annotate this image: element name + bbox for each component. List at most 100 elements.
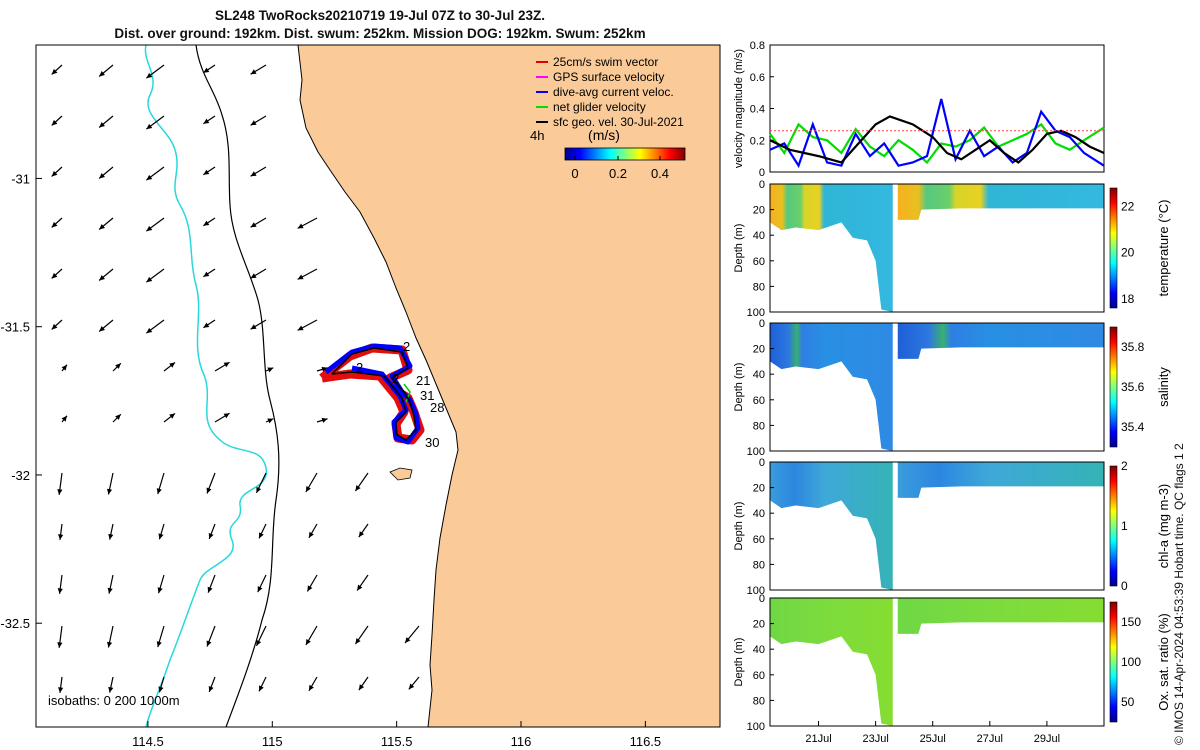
geo-velocity-vector <box>307 728 317 744</box>
map-y-tick-label: -32 <box>11 468 30 483</box>
track-day-label: 2 <box>403 339 410 354</box>
section-colorbar <box>1109 326 1118 448</box>
section-panel-frame <box>769 597 1105 727</box>
velocity-y-tick-label: 0.4 <box>750 104 765 116</box>
colorbar-tick-label: 50 <box>1121 695 1135 709</box>
geo-velocity-arrowhead <box>207 586 213 593</box>
geo-velocity-arrowhead <box>99 326 105 332</box>
geo-velocity-arrowhead <box>250 273 257 279</box>
depth-tick-label: 100 <box>747 307 765 319</box>
depth-ylabel: Depth (m) <box>733 224 745 273</box>
geo-velocity-arrowhead <box>358 684 365 691</box>
geo-velocity-arrowhead <box>99 275 105 281</box>
section-data-fill <box>897 598 1104 634</box>
date-tick-label: 21Jul <box>805 733 831 745</box>
geo-velocity-vector <box>357 728 368 744</box>
colorbar-label: (m/s) <box>588 127 620 143</box>
depth-tick-label: 0 <box>759 318 765 330</box>
geo-velocity-vector <box>208 728 215 746</box>
geo-velocity-arrowhead <box>206 487 212 494</box>
depth-tick-label: 40 <box>753 508 765 520</box>
track-day-label: 2 <box>356 360 363 375</box>
time-label: 4h <box>530 128 544 143</box>
geo-velocity-arrowhead <box>250 69 257 75</box>
section-colorbar <box>1109 601 1118 723</box>
map-x-tick-label: 116 <box>511 734 532 749</box>
geo-velocity-arrowhead <box>58 534 64 540</box>
section-panel-frame <box>769 461 1105 591</box>
geo-velocity-arrowhead <box>256 639 262 646</box>
geo-velocity-arrowhead <box>107 587 113 594</box>
section-colorbar <box>1109 465 1118 587</box>
geo-velocity-arrowhead <box>358 531 365 538</box>
geo-velocity-arrowhead <box>250 120 257 126</box>
section-panel-frame <box>769 322 1105 452</box>
geo-velocity-arrowhead <box>321 366 328 372</box>
title-line1: SL248 TwoRocks20210719 19-Jul 07Z to 30-… <box>215 8 545 23</box>
geo-velocity-arrowhead <box>169 362 176 368</box>
geo-velocity-arrowhead <box>146 174 153 181</box>
map-x-tick-label: 114.5 <box>132 734 164 749</box>
section-data-fill <box>897 323 1104 359</box>
depth-tick-label: 60 <box>753 534 765 546</box>
depth-tick-label: 100 <box>747 721 765 733</box>
geo-velocity-arrowhead <box>203 118 210 124</box>
colorbar-tick-label: 0.2 <box>609 166 627 181</box>
geo-velocity-arrowhead <box>250 171 257 177</box>
depth-tick-label: 20 <box>753 483 765 495</box>
velocity-series-line <box>769 115 1105 164</box>
geo-velocity-arrowhead <box>146 276 153 283</box>
colorbar-tick-label: 35.4 <box>1121 420 1145 434</box>
geo-velocity-arrowhead <box>267 367 274 373</box>
geo-velocity-arrowhead <box>206 640 212 647</box>
colorbar-tick-label: 0 <box>1121 579 1128 593</box>
depth-tick-label: 60 <box>753 395 765 407</box>
depth-tick-label: 80 <box>753 281 765 293</box>
geo-velocity-arrowhead <box>51 272 58 279</box>
geo-velocity-arrowhead <box>355 638 361 645</box>
geo-velocity-arrowhead <box>203 271 210 277</box>
geo-velocity-arrowhead <box>305 639 311 645</box>
map-axes-frame <box>35 44 721 728</box>
geo-velocity-arrowhead <box>297 274 304 280</box>
colorbar-tick-label: 18 <box>1121 292 1135 306</box>
colorbar-title: temperature (°C) <box>1156 200 1171 297</box>
map-x-tick-label: 115.5 <box>381 734 413 749</box>
legend-entry: 25cm/s swim vector <box>553 55 658 69</box>
glider-track-map: 2 2 2 21 31 28 30 114.5 115 115.5 116 116.5 -31 -31.… <box>0 44 721 749</box>
geo-velocity-arrowhead <box>51 221 58 228</box>
velocity-y-tick-label: 0.8 <box>750 40 765 52</box>
legend-entry: dive-avg current veloc. <box>553 85 674 99</box>
geo-velocity-arrowhead <box>108 533 114 540</box>
speed-colorbar <box>564 147 686 161</box>
depth-tick-label: 20 <box>753 205 765 217</box>
depth-tick-label: 80 <box>753 559 765 571</box>
colorbar-tick-label: 0.4 <box>651 166 669 181</box>
geo-velocity-vector <box>109 728 113 747</box>
geo-velocity-arrowhead <box>57 489 63 495</box>
geo-velocity-arrowhead <box>146 225 153 232</box>
geo-velocity-arrowhead <box>250 324 257 330</box>
map-y-tick-label: -31.5 <box>0 320 30 335</box>
velocity-series-line <box>769 122 1105 165</box>
colorbar-tick-label: 35.8 <box>1121 340 1145 354</box>
geo-velocity-arrowhead <box>203 169 210 175</box>
colorbar-title: chl-a (mg m-3) <box>1156 484 1171 569</box>
map-y-tick-label: -32.5 <box>0 616 30 631</box>
legend-entry: GPS surface velocity <box>553 70 664 84</box>
map-y-tick-label: -31 <box>11 171 30 186</box>
geo-velocity-arrowhead <box>169 413 176 419</box>
geo-velocity-arrowhead <box>157 587 163 594</box>
depth-tick-label: 20 <box>753 619 765 631</box>
geo-velocity-arrowhead <box>308 531 314 538</box>
geo-velocity-arrowhead <box>208 532 214 539</box>
geo-velocity-arrowhead <box>305 486 311 492</box>
colorbar-tick-label: 1 <box>1121 519 1128 533</box>
geo-velocity-arrowhead <box>99 71 105 77</box>
depth-tick-label: 60 <box>753 256 765 268</box>
geo-velocity-arrowhead <box>51 119 58 126</box>
track-day-label: 30 <box>425 435 439 450</box>
geo-velocity-arrowhead <box>223 362 230 368</box>
colorbar-title: Ox. sat. ratio (%) <box>1156 613 1171 711</box>
